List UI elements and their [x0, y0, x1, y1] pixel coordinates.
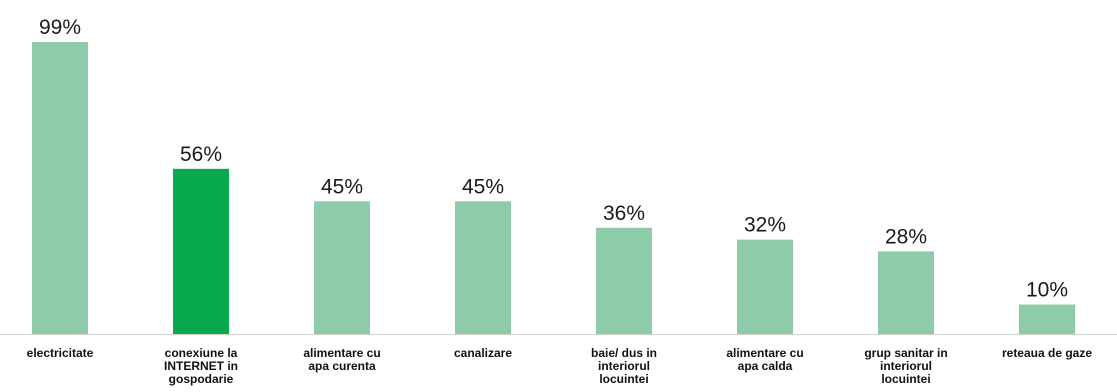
bar-2 — [314, 201, 370, 334]
bar-5 — [737, 239, 793, 334]
category-label-4: baie/ dus in interiorul locuintei — [591, 346, 657, 386]
bar-3 — [455, 201, 511, 334]
category-label-7: reteaua de gaze — [1002, 346, 1092, 360]
value-label-0: 99% — [39, 16, 81, 39]
category-label-line: locuintei — [599, 372, 648, 386]
category-label-5: alimentare cu apa calda — [726, 346, 803, 373]
value-label-4: 36% — [603, 202, 645, 225]
category-label-line: INTERNET in — [164, 359, 238, 373]
category-label-0: electricitate — [27, 346, 94, 360]
category-label-line: alimentare cu — [726, 346, 803, 360]
value-label-1: 56% — [180, 143, 222, 166]
bar-4 — [596, 227, 652, 334]
category-label-6: grup sanitar in interiorul locuintei — [864, 346, 947, 386]
category-label-line: locuintei — [881, 372, 930, 386]
category-label-line: interiorul — [880, 359, 932, 373]
bar-7 — [1019, 304, 1075, 334]
bars-group — [32, 42, 1075, 334]
category-label-1: conexiune la INTERNET in gospodarie — [164, 346, 238, 386]
category-label-line: interiorul — [598, 359, 650, 373]
value-labels-group: 99% 56% 45% 45% 36% 32% 28% 10% — [39, 16, 1068, 302]
category-label-line: baie/ dus in — [591, 346, 657, 360]
category-label-line: grup sanitar in — [864, 346, 947, 360]
bar-0 — [32, 42, 88, 334]
category-label-line: gospodarie — [169, 372, 234, 386]
bar-6 — [878, 251, 934, 334]
category-label-line: electricitate — [27, 346, 94, 360]
category-label-2: alimentare cu apa curenta — [303, 346, 380, 373]
category-label-3: canalizare — [454, 346, 512, 360]
category-label-line: reteaua de gaze — [1002, 346, 1092, 360]
value-label-7: 10% — [1026, 279, 1068, 302]
category-label-line: apa curenta — [308, 359, 376, 373]
category-label-line: apa calda — [738, 359, 793, 373]
bar-1 — [173, 168, 229, 334]
category-label-line: canalizare — [454, 346, 512, 360]
category-label-line: alimentare cu — [303, 346, 380, 360]
value-label-3: 45% — [462, 175, 504, 198]
category-labels-group: electricitate conexiune la INTERNET in gosp… — [27, 346, 1093, 386]
value-label-2: 45% — [321, 175, 363, 198]
value-label-5: 32% — [744, 214, 786, 237]
category-label-line: conexiune la — [165, 346, 238, 360]
value-label-6: 28% — [885, 225, 927, 248]
